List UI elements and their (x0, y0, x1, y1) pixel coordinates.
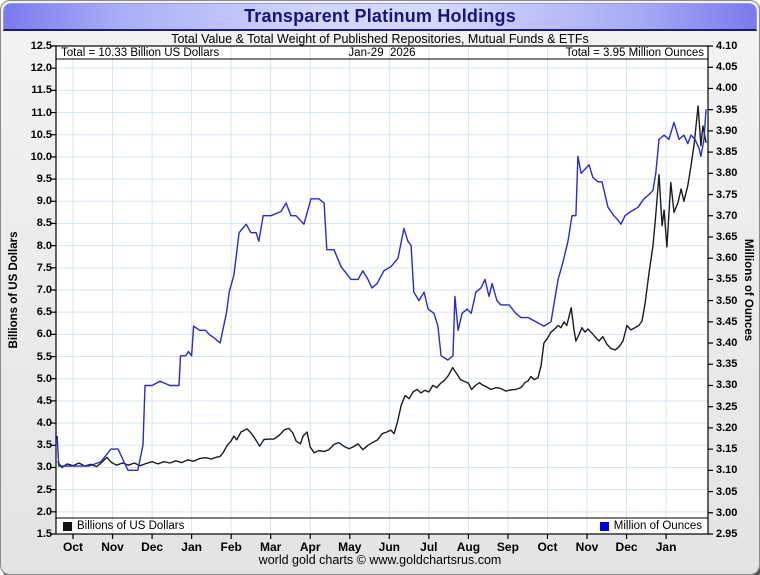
date-annotation: Jan-29 2026 (348, 47, 416, 59)
right-axis-tick-label: 3.00 (716, 506, 738, 519)
left-axis-tick-label: 12.0 (30, 62, 52, 75)
left-axis-tick-label: 5.5 (36, 350, 52, 363)
right-axis-tick-label: 3.75 (716, 188, 738, 201)
x-axis-tick-label: Oct (62, 540, 83, 554)
left-axis-tick-label: 9.5 (36, 173, 52, 186)
right-axis-tick-label: 3.40 (716, 337, 738, 350)
x-axis-tick-label: Jul (420, 540, 438, 554)
x-axis-tick-label: Oct (537, 540, 558, 554)
left-axis-tick-label: 3.5 (36, 439, 52, 452)
chart-title: Transparent Platinum Holdings (244, 6, 516, 26)
left-axis-tick-label: 9.0 (36, 195, 52, 208)
left-axis-tick-label: 4.0 (36, 417, 52, 430)
right-axis-tick-label: 3.85 (716, 146, 738, 159)
right-axis-tick-label: 3.50 (716, 294, 738, 307)
legend-usd-label: Billions of US Dollars (77, 520, 185, 532)
x-axis-tick-label: May (338, 540, 362, 554)
left-axis-tick-label: 3.0 (36, 461, 52, 474)
left-axis-tick-label: 6.0 (36, 328, 52, 341)
x-axis-tick-label: Sep (496, 540, 519, 554)
right-axis-tick-label: 3.35 (716, 358, 738, 371)
x-axis-tick-label: Jan (181, 540, 202, 554)
right-axis-tick-label: 3.55 (716, 273, 738, 286)
left-axis-tick-label: 4.5 (36, 394, 52, 407)
right-axis-tick-label: 4.00 (716, 82, 738, 95)
right-axis-tick-label: 4.05 (716, 61, 738, 74)
right-axis-tick-label: 3.65 (716, 230, 738, 243)
left-total-annotation: Total = 10.33 Billion US Dollars (61, 47, 220, 59)
right-total-annotation: Total = 3.95 Million Ounces (565, 47, 704, 59)
left-axis-tick-label: 7.5 (36, 261, 52, 274)
x-axis-tick-label: Nov (101, 540, 124, 554)
x-axis-tick-label: Mar (260, 540, 282, 554)
x-axis-tick-label: Jan (655, 540, 677, 554)
left-axis-tick-label: 11.5 (31, 84, 52, 97)
left-axis-tick-label: 10.5 (30, 128, 52, 141)
left-axis-tick-label: 5.0 (36, 372, 52, 385)
footer-credit: world gold charts © www.goldchartsrus.co… (258, 553, 502, 567)
chart-subtitle: Total Value & Total Weight of Published … (171, 32, 589, 46)
right-axis-tick-label: 3.20 (716, 421, 738, 434)
right-axis-title: Millions of Ounces (742, 238, 754, 342)
left-axis-tick-label: 8.5 (36, 217, 52, 230)
right-axis-tick-label: 3.80 (716, 167, 738, 180)
x-axis-tick-label: Nov (575, 540, 599, 554)
legend-usd: Billions of US Dollars (63, 520, 184, 532)
legend-usd-swatch (63, 521, 72, 531)
right-axis-tick-label: 3.95 (716, 103, 738, 116)
x-axis-tick-label: Apr (299, 540, 321, 554)
left-axis-tick-label: 12.5 (30, 40, 52, 52)
legend-oz-swatch (599, 521, 609, 531)
left-axis-title: Billions of US Dollars (8, 231, 20, 349)
right-axis-tick-label: 4.10 (716, 40, 738, 52)
right-axis-tick-label: 3.90 (716, 124, 738, 137)
title-bar: Transparent Platinum Holdings (3, 3, 757, 31)
right-axis-tick-label: 3.60 (716, 252, 738, 265)
left-axis-tick-label: 1.5 (36, 528, 52, 540)
right-axis-tick-label: 3.15 (716, 443, 738, 456)
left-axis-tick-label: 11.0 (31, 106, 52, 119)
x-axis-tick-label: Jun (378, 540, 400, 554)
left-axis-tick-label: 6.5 (36, 306, 52, 319)
right-axis-tick-label: 2.95 (716, 528, 738, 540)
x-axis-tick-label: Feb (220, 540, 242, 554)
right-axis-tick-label: 3.10 (716, 464, 738, 477)
left-axis-tick-label: 2.0 (36, 505, 52, 518)
x-axis-tick-label: Dec (141, 540, 164, 554)
left-axis-tick-label: 8.0 (36, 239, 52, 252)
legend-oz-label: Million of Ounces (613, 520, 702, 532)
right-axis-tick-label: 3.70 (716, 209, 738, 222)
right-axis-tick-label: 3.25 (716, 400, 738, 413)
x-axis-tick-label: Dec (615, 540, 638, 554)
right-axis-tick-label: 3.05 (716, 485, 738, 498)
right-axis-tick-label: 3.30 (716, 379, 738, 392)
legend-oz: Million of Ounces (599, 520, 702, 532)
left-axis-tick-label: 2.5 (36, 483, 52, 496)
x-axis-tick-label: Aug (456, 540, 481, 554)
left-axis-tick-label: 7.0 (36, 284, 52, 296)
left-axis-tick-label: 10.0 (30, 150, 52, 163)
right-axis-tick-label: 3.45 (716, 315, 738, 328)
